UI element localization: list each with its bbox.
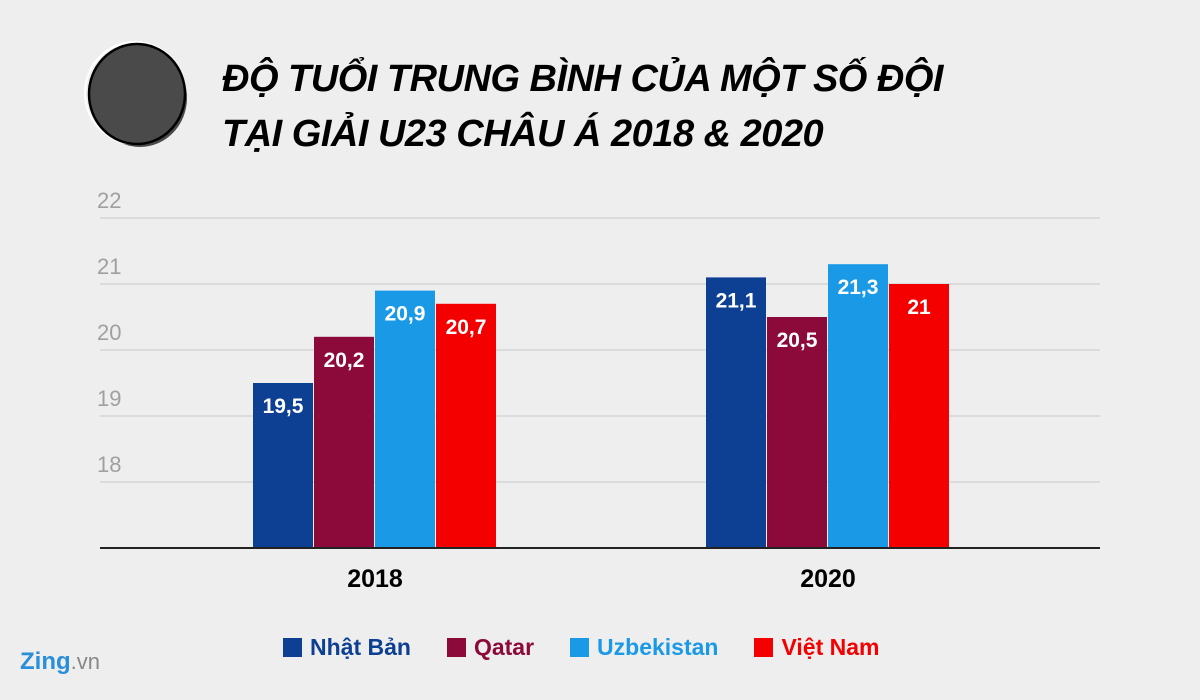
y-tick-label: 18 [97, 452, 121, 477]
bar-2018-1 [314, 336, 374, 548]
x-tick-label: 2018 [347, 565, 403, 593]
bar-2018-2 [375, 290, 435, 548]
chart-title: ĐỘ TUỔI TRUNG BÌNH CỦA MỘT SỐ ĐỘI TẠI GI… [222, 52, 943, 162]
title-line-2: TẠI GIẢI U23 CHÂU Á 2018 & 2020 [222, 113, 824, 155]
decorative-circle-icon [82, 38, 190, 150]
data-label: 20,7 [446, 316, 487, 339]
data-label: 21 [907, 296, 931, 319]
y-tick-label: 19 [97, 386, 121, 411]
bar-2020-0 [706, 277, 766, 548]
brand-name: Zing [20, 648, 71, 675]
legend: Nhật Bản Qatar Uzbekistan Việt Nam [283, 634, 916, 661]
legend-label: Uzbekistan [597, 634, 719, 660]
legend-item: Qatar [446, 634, 535, 661]
bar-2020-1 [767, 317, 827, 548]
data-label: 21,3 [838, 276, 879, 299]
legend-label: Qatar [473, 634, 535, 660]
legend-swatch [570, 638, 590, 657]
data-label: 20,5 [777, 329, 818, 352]
legend-swatch [283, 638, 302, 657]
x-tick-label: 2020 [800, 565, 856, 593]
bar-2018-3 [436, 303, 496, 548]
legend-item: Nhật Bản [283, 634, 411, 661]
data-label: 21,1 [716, 289, 757, 312]
y-tick-label: 21 [97, 254, 121, 279]
bar-2020-2 [828, 264, 888, 548]
legend-swatch [754, 638, 774, 657]
legend-swatch [446, 638, 466, 657]
legend-label: Việt Nam [781, 634, 880, 660]
bar-2020-3 [889, 284, 949, 548]
title-line-1: ĐỘ TUỔI TRUNG BÌNH CỦA MỘT SỐ ĐỘI [222, 58, 943, 100]
y-tick-label: 20 [97, 320, 121, 345]
legend-item: Việt Nam [754, 634, 880, 661]
data-label: 19,5 [263, 395, 304, 418]
data-label: 20,9 [385, 303, 426, 326]
zing-logo: Zing.vn [20, 648, 100, 676]
y-tick-label: 22 [97, 188, 121, 213]
brand-suffix: .vn [70, 649, 101, 674]
bar-2018-0 [253, 383, 313, 548]
legend-label: Nhật Bản [310, 634, 411, 660]
data-label: 20,2 [324, 349, 365, 372]
legend-item: Uzbekistan [570, 634, 718, 661]
